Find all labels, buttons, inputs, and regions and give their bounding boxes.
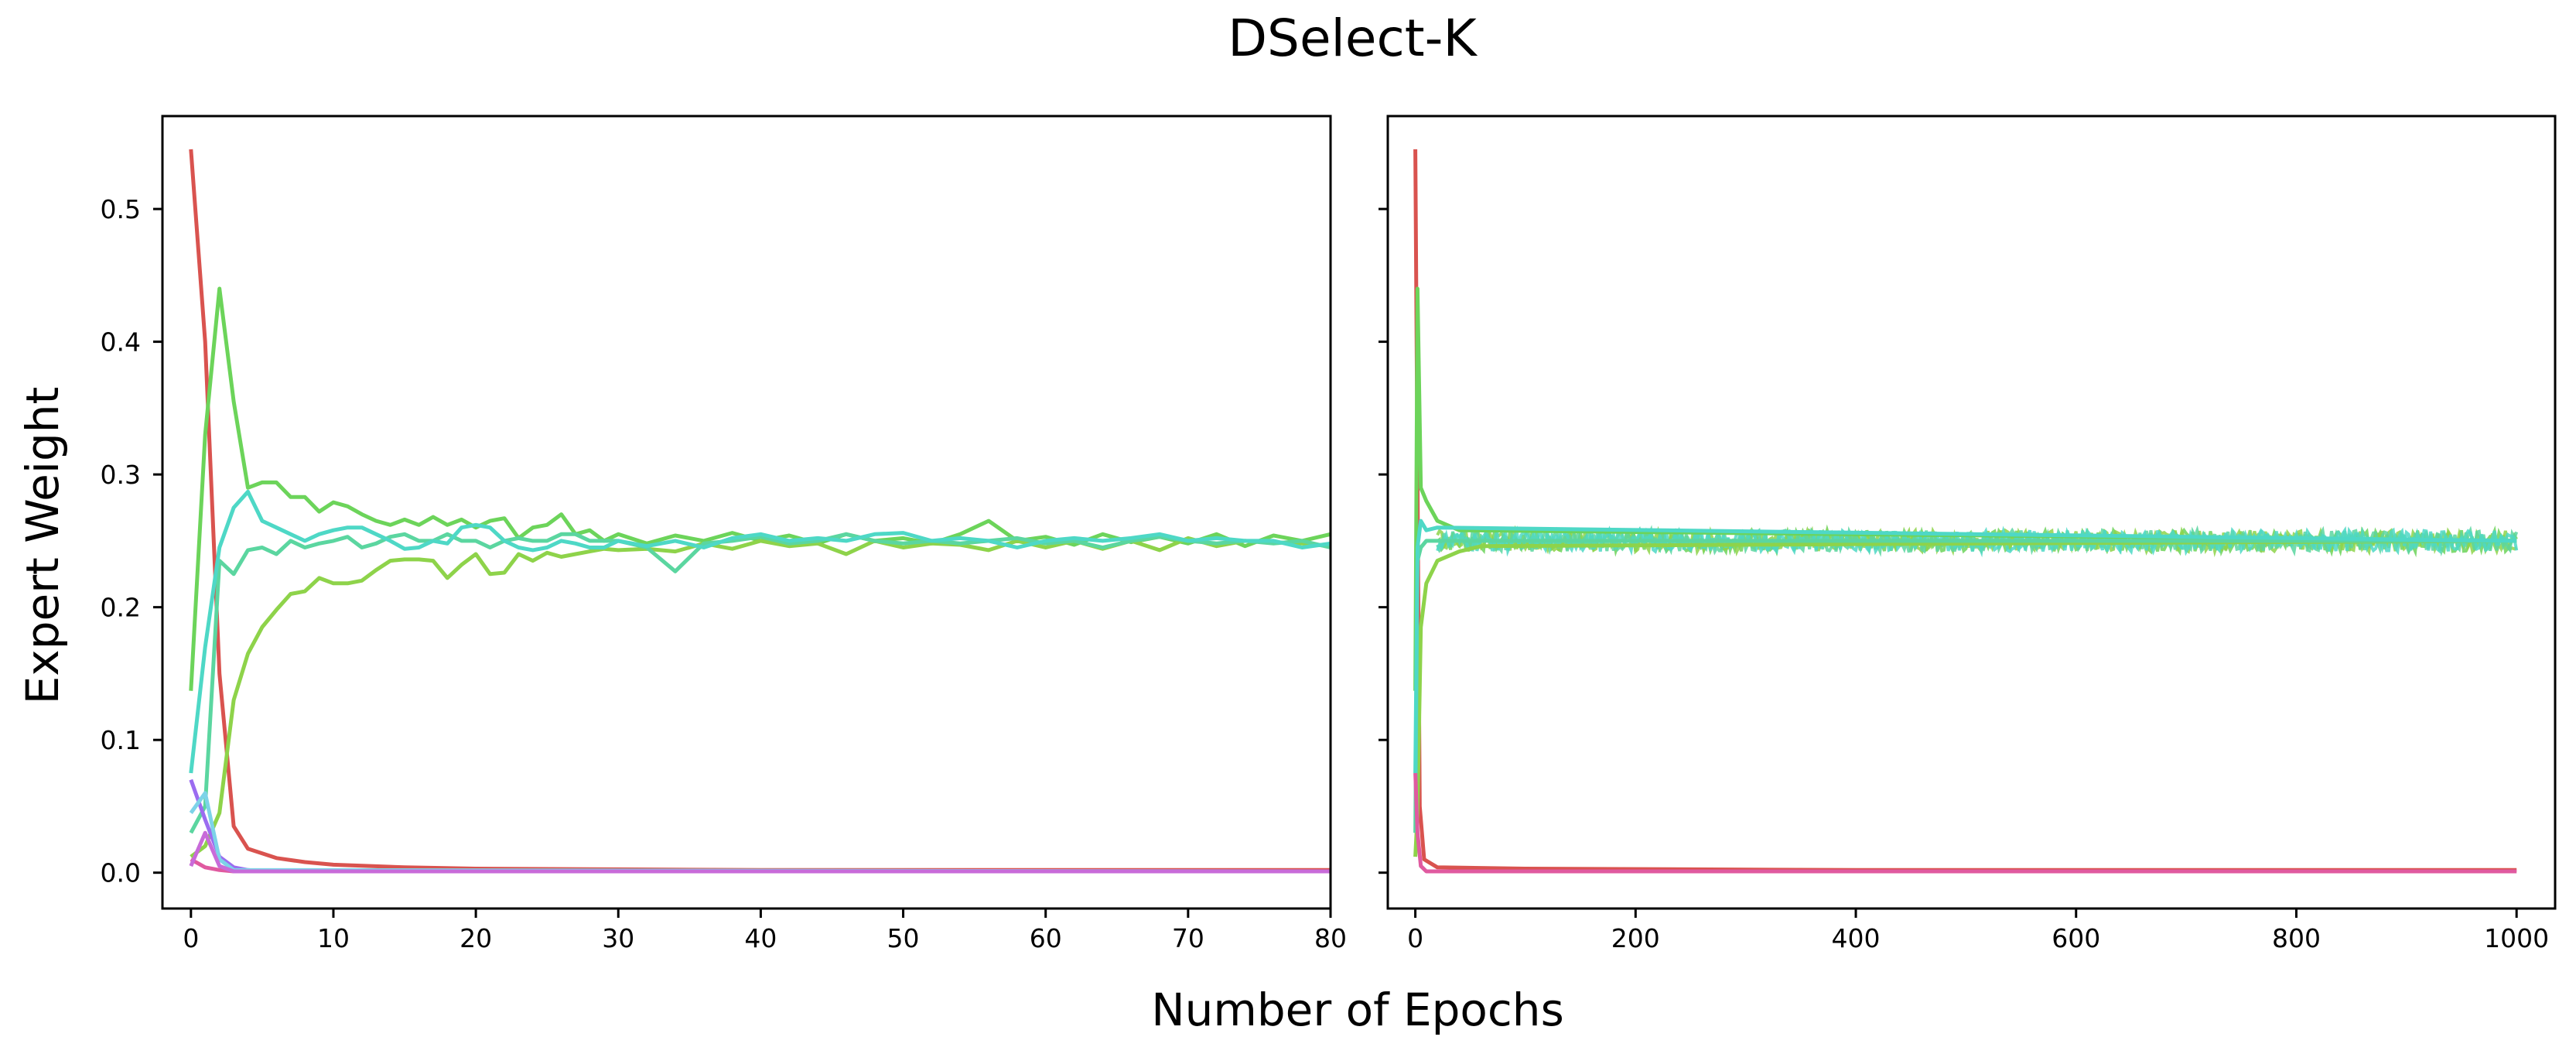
left-y-tick-label: 0.2: [101, 593, 141, 623]
left-series-line-2: [189, 286, 1331, 691]
left-x-tick-label: 10: [317, 923, 350, 953]
right-x-tick-label: 200: [1611, 923, 1660, 953]
figure-title: DSelect-K: [1228, 9, 1478, 68]
left-series-group: [189, 149, 1331, 874]
right-x-tick-label: 800: [2272, 923, 2321, 953]
left-y-tick-label: 0.1: [101, 725, 141, 755]
left-y-tick-label: 0.3: [101, 460, 141, 490]
right-series-group: [1413, 149, 2519, 874]
right-series-line-1: [1413, 149, 2517, 872]
left-series-line-4: [189, 532, 1331, 834]
right-x-tick-label: 400: [1832, 923, 1881, 953]
left-x-tick-label: 0: [183, 923, 199, 953]
left-series-line-3: [190, 536, 1331, 859]
left-x-tick-label: 50: [887, 923, 920, 953]
right-series-line-4: [1413, 539, 2517, 833]
left-panel: 0 10 20 30 40 50 60 70 80 0.0 0.1 0.2 0.3 0.4 0.5: [101, 115, 1347, 953]
right-x-tick-label: 600: [2052, 923, 2100, 953]
left-x-tick-label: 40: [744, 923, 777, 953]
left-axes-frame: [161, 115, 1332, 910]
left-series-line-7: [189, 791, 1331, 874]
x-axis-label: Number of Epochs: [1151, 984, 1564, 1036]
left-y-tick-label: 0.0: [101, 858, 141, 888]
y-axis-label: Expert Weight: [16, 387, 69, 705]
left-series-line-1: [189, 149, 1331, 872]
left-y-tick-label: 0.4: [101, 327, 141, 358]
left-y-tick-label: 0.5: [101, 194, 141, 224]
left-x-tick-label: 80: [1314, 923, 1347, 953]
left-series-line-5: [189, 489, 1331, 774]
right-series-line-2: [1413, 286, 2517, 691]
left-x-tick-label: 30: [602, 923, 634, 953]
right-series-line-3: [1413, 539, 2517, 857]
left-x-tick-label: 20: [460, 923, 492, 953]
left-x-tick-label: 60: [1030, 923, 1062, 953]
right-x-tick-label: 1000: [2484, 923, 2549, 953]
right-x-tick-label: 0: [1407, 923, 1423, 953]
right-series-line-5: [1413, 518, 2517, 774]
left-series-line-6: [189, 779, 1331, 874]
right-axes-frame: [1386, 115, 2557, 910]
left-x-tick-label: 70: [1172, 923, 1204, 953]
right-series-line-6: [1413, 772, 2517, 874]
right-panel: 0 200 400 600 800 1000: [1379, 115, 2557, 953]
left-series-line-9: [189, 830, 1331, 874]
